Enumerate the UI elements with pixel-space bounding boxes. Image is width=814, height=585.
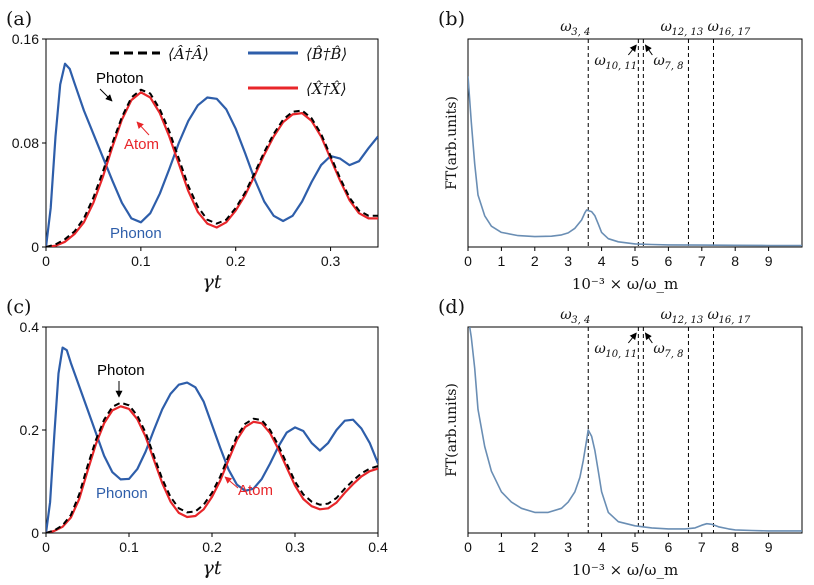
x-axis-title-d: 10⁻³ × ω/ω_m [572, 561, 678, 579]
y-axis-title-b: FT(arb.units) [444, 96, 460, 190]
x-tick-label-b-9: 9 [765, 253, 773, 269]
marker-label-b-4: ω [707, 19, 719, 35]
marker-arrow-d-1 [627, 332, 637, 344]
x-tick-label-d-9: 9 [765, 539, 773, 555]
x-tick-label-d-5: 5 [631, 539, 639, 555]
series-spectrum-d [468, 327, 802, 532]
series-phonon-a [46, 62, 378, 247]
panel-b: 0 1 2 3 4 5 6 7 8 9(b)10⁻³ × ω/ω_mFT(arb.units)ω 3… [438, 8, 803, 293]
marker-sub-d-1: 10, 11 [605, 349, 637, 360]
annotation-photon-c: Photon [97, 362, 145, 379]
y-tick-label-a-1: 0.08 [12, 135, 39, 151]
x-tick-label-a-2: 0.2 [226, 253, 246, 269]
marker-sub-d-4: 16, 17 [718, 315, 750, 326]
marker-sub-b-2: 7, 8 [664, 61, 683, 72]
x-tick-label-c-1: 0.1 [119, 539, 139, 555]
marker-arrow-b-1 [627, 44, 637, 56]
x-tick-label-c-2: 0.2 [202, 539, 222, 555]
x-tick-label-d-8: 8 [731, 539, 739, 555]
panel-d: 0 1 2 3 4 5 6 7 8 9(d)10⁻³ × ω/ω_mFT(arb.units)ω 3… [438, 296, 803, 579]
marker-label-d-1: ω [594, 341, 606, 357]
annotation-phonon-c: Phonon [96, 485, 148, 502]
marker-sub-b-0: 3, 4 [571, 27, 590, 38]
x-tick-label-b-7: 7 [698, 253, 706, 269]
annotation-arrow-atom-c [224, 476, 239, 489]
marker-arrow-d-2 [644, 332, 653, 344]
marker-sub-b-4: 16, 17 [718, 27, 750, 38]
x-tick-label-d-4: 4 [598, 539, 606, 555]
marker-label-d-0: ω [560, 307, 572, 323]
panel-label-b: (b) [438, 8, 465, 30]
x-tick-label-b-6: 6 [665, 253, 673, 269]
x-axis-title-a: γt [203, 271, 222, 293]
y-tick-label-c-1: 0.2 [20, 422, 40, 438]
annotations-a: Photon Atom Phonon [96, 70, 162, 242]
x-tick-label-b-5: 5 [631, 253, 639, 269]
x-tick-label-b-1: 1 [498, 253, 506, 269]
legend-label-phonon: ⟨B̂†B̂⟩ [306, 45, 347, 63]
annotation-atom-c: Atom [238, 482, 273, 499]
x-tick-label-a-3: 0.3 [321, 253, 341, 269]
x-tick-label-d-3: 3 [564, 539, 572, 555]
annotation-phonon-a: Phonon [110, 225, 162, 242]
y-tick-label-c-0: 0 [31, 525, 39, 541]
marker-label-d-2: ω [653, 341, 665, 357]
marker-label-d-3: ω [660, 307, 672, 323]
legend-label-photon: ⟨Â†Â⟩ [168, 45, 209, 63]
marker-label-b-3: ω [660, 19, 672, 35]
annotation-photon-a: Photon [96, 70, 144, 87]
x-axis-title-b: 10⁻³ × ω/ω_m [572, 275, 678, 293]
series-phonon-c [46, 346, 378, 533]
annotation-arrow-photon-a [99, 88, 113, 102]
series-photon-c [46, 401, 378, 533]
marker-label-b-0: ω [560, 19, 572, 35]
x-tick-label-d-2: 2 [531, 539, 539, 555]
series-atom-c [46, 405, 378, 533]
x-axis-title-c: γt [203, 557, 222, 579]
annotation-arrow-atom-a [136, 121, 150, 136]
marker-sub-b-1: 10, 11 [605, 61, 637, 72]
x-tick-label-a-1: 0.1 [131, 253, 151, 269]
legend-label-atom: ⟨X̂†X̂⟩ [306, 80, 347, 98]
x-tick-label-c-3: 0.3 [285, 539, 305, 555]
x-tick-label-c-4: 0.4 [368, 539, 388, 555]
series-photon-a [46, 88, 378, 247]
x-tick-label-d-7: 7 [698, 539, 706, 555]
panel-label-d: (d) [438, 296, 465, 318]
series-spectrum-b [468, 76, 802, 247]
x-tick-label-b-2: 2 [531, 253, 539, 269]
y-tick-label-c-2: 0.4 [20, 319, 40, 335]
panel-label-a: (a) [6, 8, 32, 30]
x-tick-label-d-0: 0 [464, 539, 472, 555]
panel-c: 0 0.1 0.2 0.3 0.400.20.4(c)γt [6, 296, 388, 579]
x-tick-label-b-4: 4 [598, 253, 606, 269]
marker-label-b-2: ω [653, 53, 665, 69]
x-tick-label-a-0: 0 [42, 253, 50, 269]
marker-label-d-4: ω [707, 307, 719, 323]
x-tick-label-b-3: 3 [564, 253, 572, 269]
x-tick-label-b-8: 8 [731, 253, 739, 269]
y-axis-title-d: FT(arb.units) [444, 383, 460, 477]
series-atom-a [46, 91, 378, 247]
y-tick-label-a-0: 0 [31, 239, 39, 255]
legend-a: ⟨Â†Â⟩ ⟨B̂†B̂⟩ ⟨X̂†X̂⟩ [110, 45, 347, 98]
marker-label-b-1: ω [594, 53, 606, 69]
x-tick-label-b-0: 0 [464, 253, 472, 269]
marker-sub-d-3: 12, 13 [671, 315, 703, 326]
x-tick-label-c-0: 0 [42, 539, 50, 555]
marker-arrow-b-2 [644, 44, 653, 56]
annotations-c: Photon Atom Phonon [96, 362, 273, 502]
panel-label-c: (c) [6, 296, 31, 318]
marker-sub-d-2: 7, 8 [664, 349, 683, 360]
marker-sub-d-0: 3, 4 [571, 315, 590, 326]
annotation-atom-a: Atom [124, 136, 159, 153]
y-tick-label-a-2: 0.16 [12, 31, 39, 47]
panel-a: 0 0.1 0.2 0.3 0 0.08 0.16(a) γt [6, 8, 379, 293]
x-tick-label-d-6: 6 [665, 539, 673, 555]
marker-sub-b-3: 12, 13 [671, 27, 703, 38]
x-tick-label-d-1: 1 [498, 539, 506, 555]
